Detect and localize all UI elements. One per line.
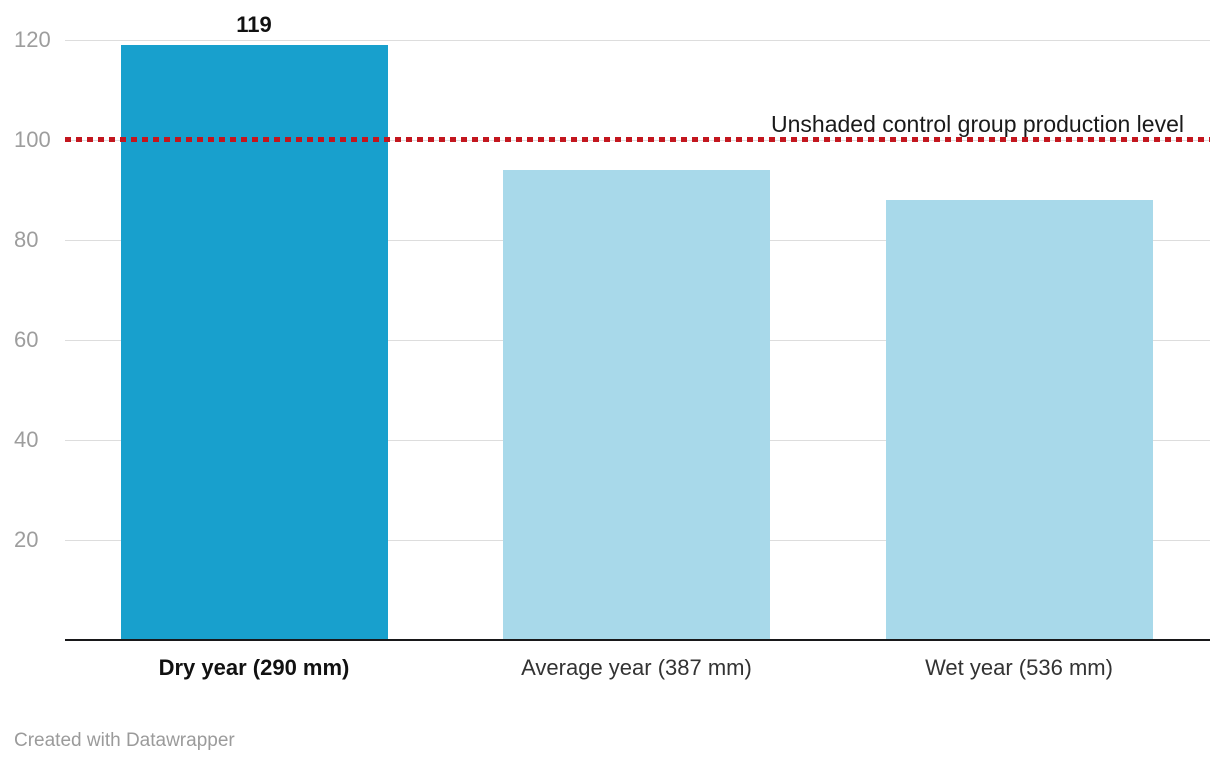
bar-value-label: 119 <box>236 12 272 37</box>
x-axis-category-label: Average year (387 mm) <box>521 655 752 680</box>
y-gridline <box>65 40 1210 41</box>
reference-line <box>65 137 1210 142</box>
bar <box>885 200 1153 640</box>
y-axis-tick-label: 80 <box>14 227 39 252</box>
y-axis-tick-label: 100 <box>14 127 51 152</box>
y-axis-tick-label: 60 <box>14 327 39 352</box>
x-axis-category-label: Dry year (290 mm) <box>158 655 350 680</box>
x-axis-line <box>65 639 1210 641</box>
bar <box>120 45 388 640</box>
datawrapper-credit[interactable]: Created with Datawrapper <box>14 730 235 751</box>
bar <box>503 170 770 640</box>
x-axis-category-label: Wet year (536 mm) <box>925 655 1113 680</box>
y-axis-tick-label: 40 <box>14 427 39 452</box>
reference-line-label: Unshaded control group production level <box>771 111 1184 137</box>
y-axis-tick-label: 120 <box>14 27 51 52</box>
y-axis-tick-label: 20 <box>14 527 39 552</box>
